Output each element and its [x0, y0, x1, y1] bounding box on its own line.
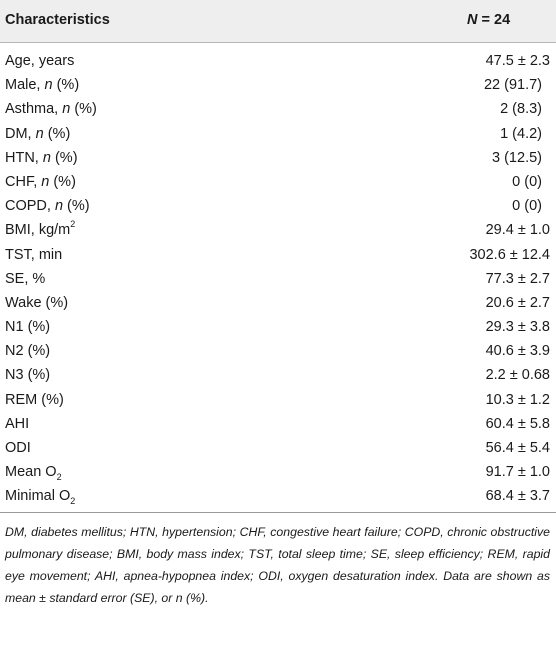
- row-label: CHF, n (%): [5, 173, 76, 190]
- row-label: N2 (%): [5, 343, 51, 360]
- row-value: 56.4 ± 5.4: [485, 440, 550, 456]
- row-label: AHI: [5, 415, 30, 432]
- row-label: Asthma, n (%): [5, 101, 97, 118]
- row-value: 77.3 ± 2.7: [485, 270, 550, 287]
- row-label: SE, %: [5, 270, 46, 287]
- row-label: COPD, n (%): [5, 198, 90, 215]
- table-row: Male, n (%) 22 (91.7): [0, 74, 556, 98]
- row-value: 0 (0): [512, 173, 542, 190]
- table-row: BMI, kg/m2 29.4 ± 1.0: [0, 219, 556, 243]
- row-value: 91.7 ± 1.0: [485, 464, 550, 481]
- row-label: TST, min: [5, 246, 63, 263]
- row-value: 1 (4.2): [500, 125, 542, 142]
- table-row: DM, n (%) 1 (4.2): [0, 123, 556, 147]
- row-value: 0 (0): [512, 198, 542, 215]
- table-row: Wake (%) 20.6 ± 2.7: [0, 292, 556, 316]
- row-label: Mean O2: [5, 464, 62, 483]
- row-value: 68.4 ± 3.7: [485, 488, 550, 505]
- table-row: HTN, n (%) 3 (12.5): [0, 147, 556, 171]
- row-value: 47.5 ± 2.3: [485, 53, 550, 69]
- table-row: Asthma, n (%) 2 (8.3): [0, 98, 556, 122]
- table-row: N2 (%) 40.6 ± 3.9: [0, 340, 556, 364]
- table-row: REM (%) 10.3 ± 1.2: [0, 389, 556, 413]
- row-value: 302.6 ± 12.4: [469, 246, 550, 263]
- table-row: SE, % 77.3 ± 2.7: [0, 268, 556, 292]
- table-footnote: DM, diabetes mellitus; HTN, hypertension…: [5, 524, 550, 605]
- table-row: N1 (%) 29.3 ± 3.8: [0, 316, 556, 340]
- characteristics-table: Characteristics N = 24 Age, years 47.5 ± …: [0, 0, 556, 605]
- row-label: Age, years: [5, 53, 75, 69]
- header-sample-size: N = 24: [467, 12, 511, 28]
- row-label: Male, n (%): [5, 77, 80, 94]
- row-value: 40.6 ± 3.9: [485, 343, 550, 360]
- row-value: 2 (8.3): [500, 101, 542, 118]
- row-label: REM (%): [5, 391, 64, 408]
- table-row: COPD, n (%) 0 (0): [0, 195, 556, 219]
- row-value: 10.3 ± 1.2: [485, 391, 550, 408]
- row-label: ODI: [5, 440, 31, 456]
- row-value: 29.3 ± 3.8: [485, 319, 550, 336]
- row-label: DM, n (%): [5, 125, 71, 142]
- table-row: CHF, n (%) 0 (0): [0, 171, 556, 195]
- table-row: N3 (%) 2.2 ± 0.68: [0, 364, 556, 388]
- table-header: Characteristics N = 24: [0, 0, 556, 43]
- row-label: N3 (%): [5, 367, 51, 384]
- row-label: BMI, kg/m2: [5, 219, 76, 239]
- table-bottom-rule: [0, 511, 556, 513]
- table-row: AHI 60.4 ± 5.8: [0, 413, 556, 437]
- row-value: 22 (91.7): [483, 77, 542, 94]
- row-value: 60.4 ± 5.8: [485, 415, 550, 432]
- row-value: 29.4 ± 1.0: [485, 222, 550, 239]
- header-characteristics: Characteristics: [5, 12, 110, 28]
- table-row: Mean O2 91.7 ± 1.0: [0, 461, 556, 485]
- table-row: TST, min 302.6 ± 12.4: [0, 244, 556, 268]
- table-row: ODI 56.4 ± 5.4: [0, 437, 556, 461]
- row-label: Wake (%): [5, 294, 69, 311]
- row-value: 20.6 ± 2.7: [485, 294, 550, 311]
- row-label: N1 (%): [5, 319, 51, 336]
- row-value: 2.2 ± 0.68: [485, 367, 550, 384]
- table-row: Minimal O2 68.4 ± 3.7: [0, 485, 556, 509]
- row-label: HTN, n (%): [5, 149, 78, 166]
- table-body: Age, years 47.5 ± 2.3 Male, n (%) 22 (91.7)…: [0, 43, 556, 510]
- row-value: 3 (12.5): [492, 149, 542, 166]
- row-label: Minimal O2: [5, 488, 76, 507]
- table-row: Age, years 47.5 ± 2.3: [0, 50, 556, 74]
